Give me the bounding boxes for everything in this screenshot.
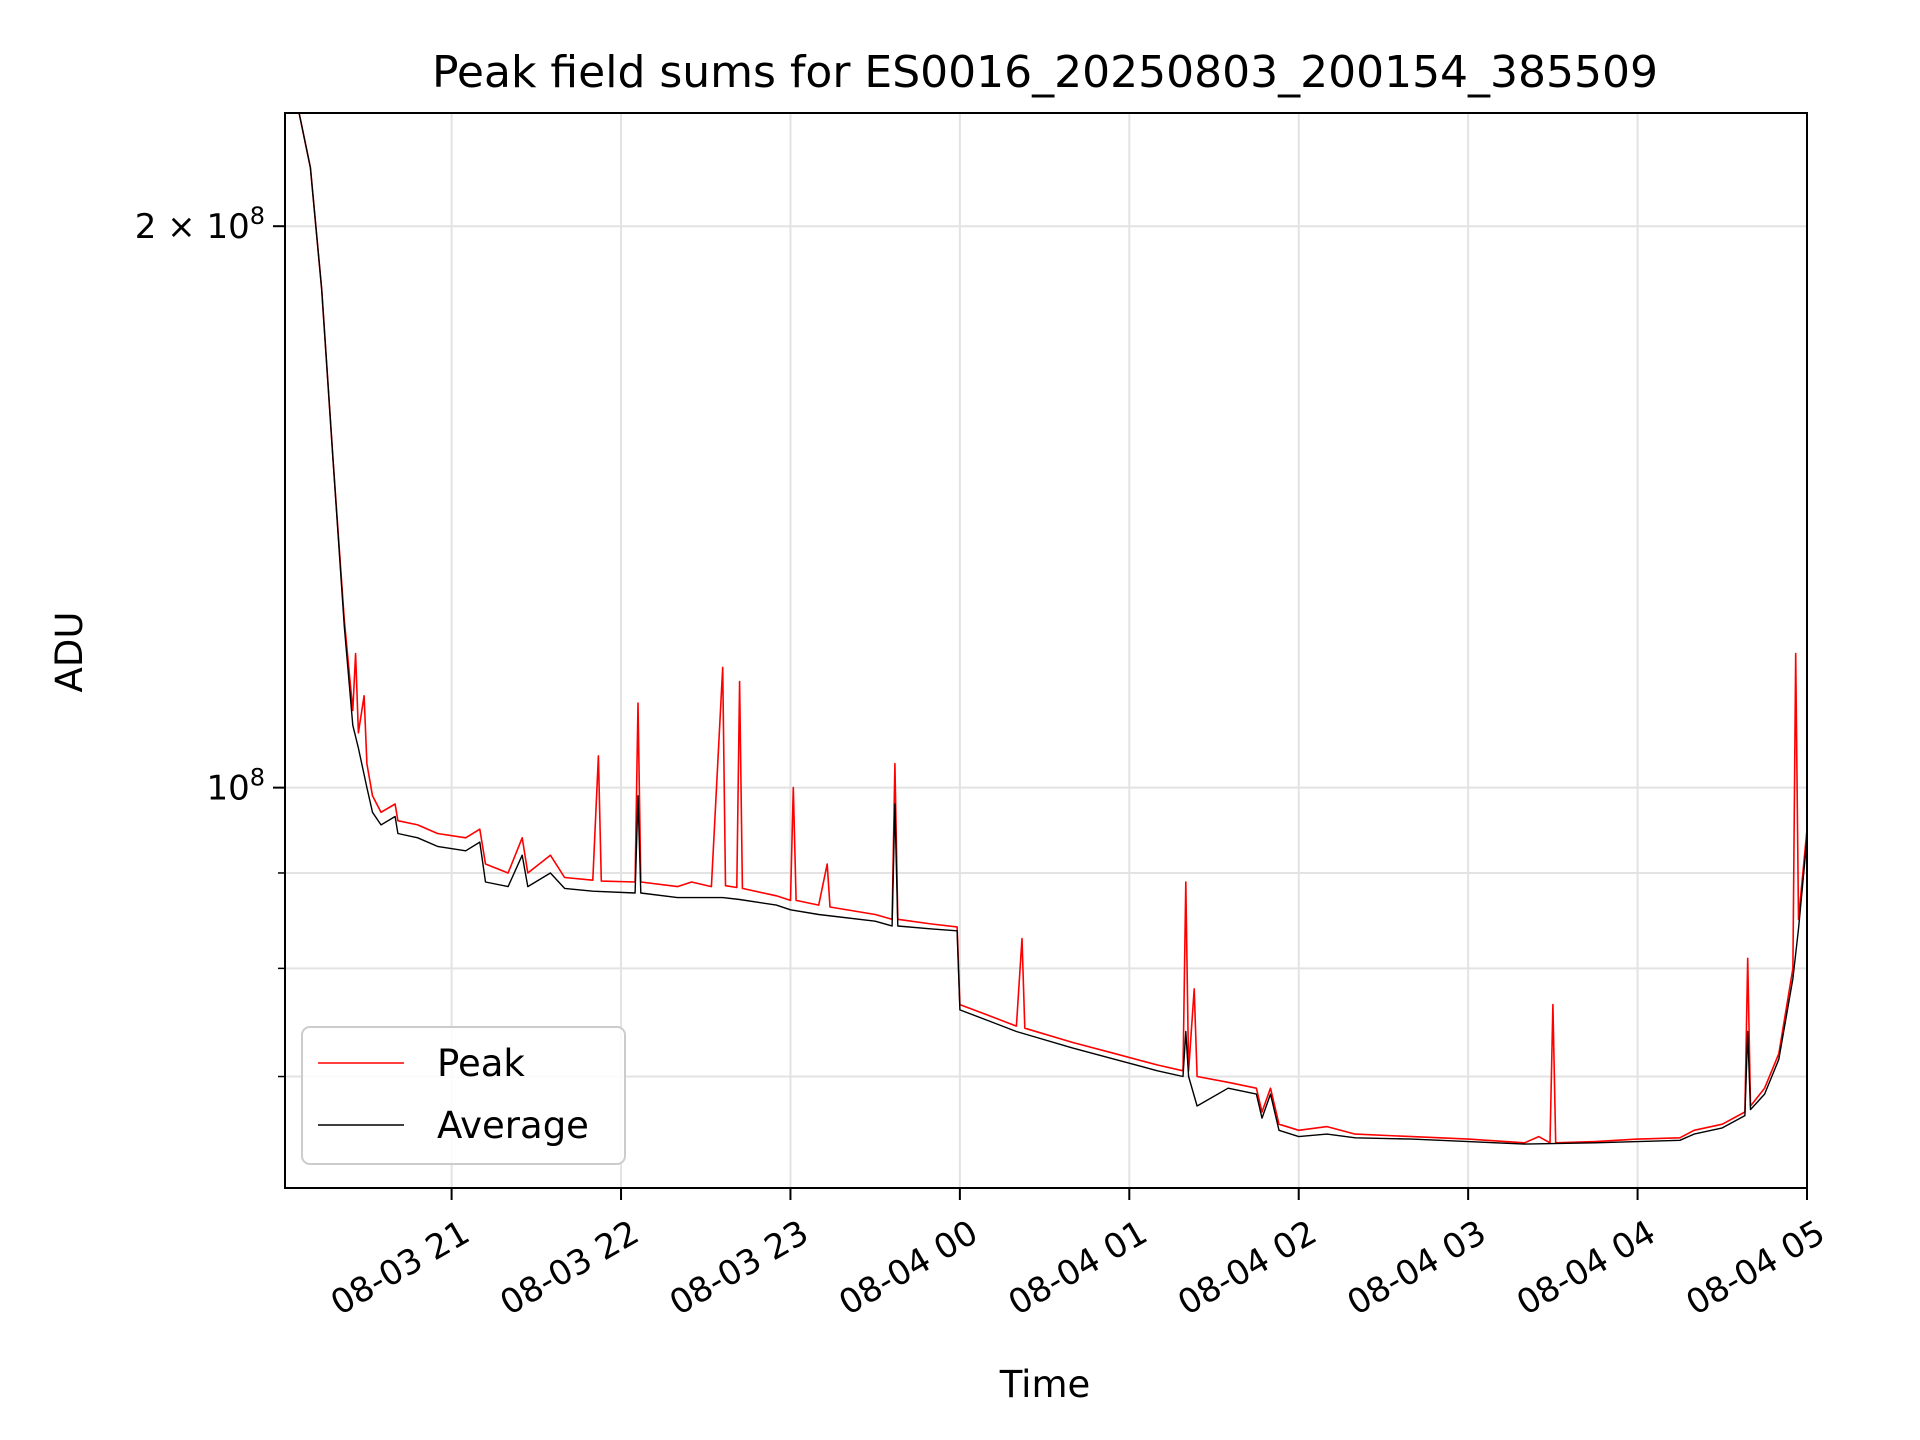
series-line-peak	[285, 113, 1807, 1144]
y-tick-base: 10	[206, 769, 249, 809]
chart-title: Peak field sums for ES0016_20250803_2001…	[432, 47, 1658, 98]
series-layer	[285, 113, 1807, 1145]
series-line-average	[285, 113, 1807, 1145]
x-axis-label: Time	[999, 1363, 1091, 1406]
y-tick-mantissa: 2 ×	[135, 207, 207, 247]
y-tick-exponent: 8	[250, 202, 265, 230]
legend: Peak Average	[301, 1026, 626, 1165]
y-tick-base: 10	[206, 207, 249, 247]
legend-label-average: Average	[437, 1104, 589, 1147]
y-tick-label: 2 × 108	[135, 202, 265, 247]
legend-box	[301, 1026, 626, 1165]
y-axis-label: ADU	[48, 612, 91, 693]
y-tick-exponent: 8	[250, 764, 265, 792]
y-tick-label: 108	[206, 764, 265, 809]
plot-frame	[284, 112, 1808, 1189]
legend-label-peak: Peak	[437, 1042, 525, 1085]
